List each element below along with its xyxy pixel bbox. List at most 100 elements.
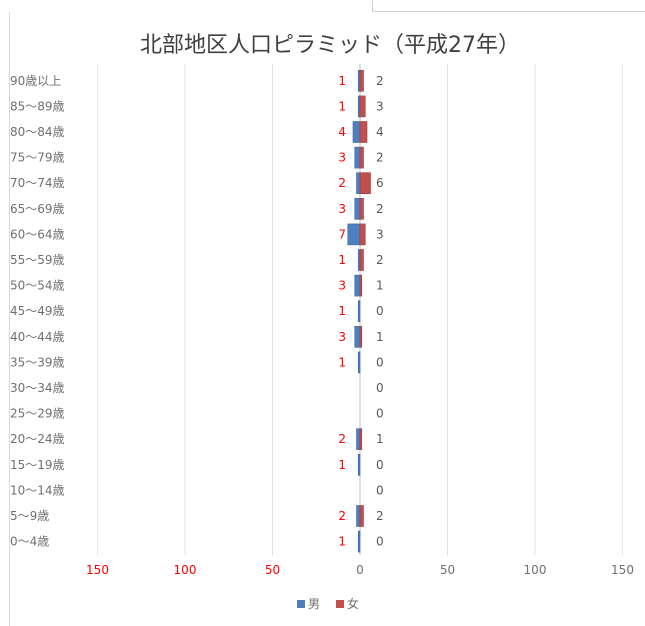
bar-female: [359, 505, 364, 527]
bars: [347, 70, 371, 553]
data-label-male: 4: [338, 125, 346, 139]
x-tick-label: 50: [440, 563, 455, 577]
data-label-male: 1: [338, 535, 346, 549]
data-label-male: 7: [338, 227, 346, 241]
data-label-female: 3: [376, 227, 384, 241]
category-label: 70～74歳: [10, 176, 65, 190]
data-label-female: 0: [376, 381, 384, 395]
legend-label-female: 女: [347, 596, 359, 611]
bar-male: [354, 325, 361, 348]
category-label: 65～69歳: [10, 202, 65, 216]
bar-female: [359, 223, 366, 246]
bar-female: [359, 274, 363, 297]
legend-label-male: 男: [308, 597, 320, 611]
bar-female: [359, 325, 363, 348]
bar-male: [357, 351, 361, 374]
data-label-male: 2: [338, 432, 346, 446]
data-label-female: 2: [376, 151, 384, 165]
data-label-male: 1: [338, 355, 346, 369]
data-label-female: 0: [376, 355, 384, 369]
category-label: 0～4歳: [10, 535, 49, 549]
category-label: 85～89歳: [10, 99, 65, 113]
x-tick-label: 150: [86, 563, 109, 577]
data-label-male: 2: [338, 176, 346, 190]
data-label-female: 2: [376, 509, 384, 523]
category-label: 55～59歳: [10, 253, 65, 267]
bar-male: [356, 172, 361, 194]
data-label-female: 0: [376, 304, 384, 318]
bar-female: [359, 95, 366, 118]
category-label: 60～64歳: [10, 227, 65, 241]
data-label-female: 1: [376, 279, 384, 293]
category-label: 25～29歳: [10, 407, 65, 421]
bar-female: [359, 172, 371, 194]
data-label-female: 6: [376, 176, 384, 190]
bar-female: [359, 146, 364, 169]
category-label: 90歳以上: [10, 74, 61, 88]
category-label: 30～34歳: [10, 381, 65, 395]
chart-title: 北部地区人口ピラミッド（平成27年）: [140, 33, 520, 58]
bar-male: [357, 530, 361, 553]
bar-male: [357, 453, 361, 476]
data-label-female: 0: [376, 483, 384, 497]
data-label-female: 3: [376, 99, 384, 113]
data-label-female: 2: [376, 202, 384, 216]
x-tick-label: 150: [611, 563, 634, 577]
x-tick-label: 100: [174, 563, 197, 577]
data-label-female: 0: [376, 407, 384, 421]
data-label-male: 3: [338, 279, 346, 293]
data-label-female: 2: [376, 253, 384, 267]
data-label-male: 3: [338, 202, 346, 216]
data-label-female: 2: [376, 74, 384, 88]
bar-male: [354, 198, 361, 220]
data-label-male: 1: [338, 74, 346, 88]
bar-male: [352, 121, 361, 143]
data-labels: 1 2 1 3 4 4 3 2 2 6 3 2 7 3 1 2 3 1 1 0 3 1 1 0 0 0 2 1 1 0 0 2 2 1 0: [338, 74, 383, 549]
bar-male: [354, 146, 361, 169]
window-frame-left: [9, 12, 10, 626]
x-tick-label: 100: [524, 563, 547, 577]
legend-swatch-male: [297, 600, 305, 608]
bar-female: [359, 198, 364, 220]
category-label: 35～39歳: [10, 355, 65, 369]
data-label-female: 1: [376, 330, 384, 344]
bar-female: [359, 70, 364, 92]
data-label-male: 1: [338, 253, 346, 267]
data-label-male: 1: [338, 304, 346, 318]
bar-male: [356, 428, 361, 451]
x-axis-tick-labels: 150 100 50 0 50 100 150: [86, 563, 634, 577]
category-label: 5～9歳: [10, 509, 49, 523]
bar-female: [359, 121, 368, 143]
category-label: 20～24歳: [10, 432, 65, 446]
category-label: 15～19歳: [10, 458, 65, 472]
category-label: 75～79歳: [10, 151, 65, 165]
bar-male: [356, 505, 361, 527]
category-label: 45～49歳: [10, 304, 65, 318]
data-label-female: 1: [376, 432, 384, 446]
data-label-male: 3: [338, 151, 346, 165]
category-label: 10～14歳: [10, 483, 65, 497]
category-label: 50～54歳: [10, 279, 65, 293]
bar-female: [359, 249, 364, 271]
data-label-female: 0: [376, 535, 384, 549]
data-label-female: 0: [376, 458, 384, 472]
category-label: 80～84歳: [10, 125, 65, 139]
x-tick-label: 50: [265, 563, 280, 577]
legend-swatch-female: [336, 600, 344, 608]
data-label-male: 1: [338, 458, 346, 472]
bar-male: [357, 300, 361, 323]
data-label-male: 1: [338, 99, 346, 113]
x-tick-label: 0: [356, 563, 364, 577]
category-label: 40～44歳: [10, 330, 65, 344]
window-frame-top-right: [372, 0, 645, 12]
legend: 男 女: [297, 596, 359, 611]
data-label-male: 3: [338, 330, 346, 344]
category-labels: 90歳以上 85～89歳 80～84歳 75～79歳 70～74歳 65～69歳 60～64…: [10, 74, 65, 549]
bar-male: [347, 223, 361, 246]
bar-female: [359, 428, 363, 451]
gridlines: [97, 64, 623, 555]
data-label-female: 4: [376, 125, 384, 139]
bar-male: [354, 274, 361, 297]
data-label-male: 2: [338, 509, 346, 523]
